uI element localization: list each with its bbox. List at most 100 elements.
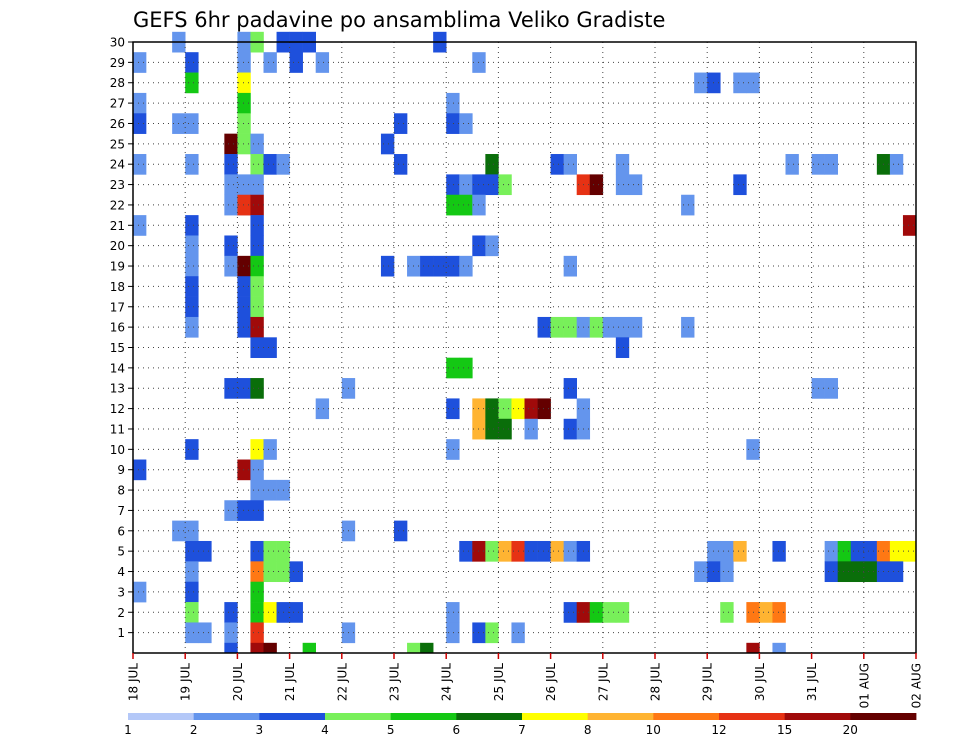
heatmap-cell (785, 154, 799, 175)
heatmap-cell (394, 520, 408, 542)
heatmap-cell (446, 357, 460, 379)
heatmap-cell (237, 113, 251, 134)
heatmap-cell (263, 337, 277, 358)
heatmap-cell (237, 174, 251, 196)
heatmap-cell (263, 602, 277, 623)
heatmap-cell (563, 540, 577, 562)
heatmap-cell (185, 602, 199, 623)
heatmap-cell (602, 602, 617, 623)
heatmap-cell (681, 316, 695, 338)
heatmap-cell (446, 113, 460, 134)
heatmap-cell (589, 316, 604, 338)
heatmap-cell (250, 581, 264, 603)
heatmap-cell (772, 540, 786, 562)
heatmap-cell (250, 255, 264, 277)
heatmap-cell (185, 561, 199, 583)
heatmap-cell (250, 561, 264, 583)
heatmap-cell (250, 235, 264, 257)
heatmap-cell (394, 113, 408, 134)
heatmap-cell (407, 642, 421, 654)
heatmap-cell (446, 194, 460, 216)
heatmap-cell (459, 194, 473, 216)
heatmap-cell (694, 561, 708, 583)
heatmap-cell (563, 316, 577, 338)
heatmap-cell (133, 113, 147, 134)
x-tick-label: 24 JUL (440, 663, 454, 701)
heatmap-cell (524, 398, 538, 420)
heatmap-cell (133, 52, 147, 73)
legend-swatch (587, 713, 654, 720)
heatmap-cell (459, 113, 473, 134)
heatmap-cell (733, 72, 747, 94)
heatmap-cell (889, 561, 904, 583)
heatmap-cell (250, 602, 264, 623)
heatmap-cell (537, 316, 551, 338)
legend-label: 5 (387, 723, 395, 737)
heatmap-cell (485, 540, 499, 562)
legend-label: 15 (777, 723, 792, 737)
heatmap-cell (185, 215, 199, 236)
legend-label: 3 (255, 723, 263, 737)
heatmap-cell (628, 174, 643, 196)
heatmap-cell (250, 316, 264, 338)
y-tick-label: 20 (110, 239, 125, 253)
legend-swatch (850, 713, 917, 720)
heatmap-cell (185, 622, 199, 644)
y-tick-label: 4 (117, 565, 125, 579)
heatmap-cell (237, 52, 251, 73)
heatmap-cell (602, 316, 617, 338)
heatmap-cell (720, 540, 734, 562)
legend-swatch (522, 713, 589, 720)
legend-label: 4 (321, 723, 329, 737)
heatmap-cell (224, 194, 238, 216)
y-tick-label: 25 (110, 137, 125, 151)
heatmap-cell (185, 520, 199, 542)
heatmap-cell (263, 439, 277, 460)
y-tick-label: 28 (110, 76, 125, 90)
heatmap-cell (185, 235, 199, 257)
legend-label: 8 (584, 723, 592, 737)
heatmap-cell (133, 459, 147, 481)
x-tick-label: 25 JUL (492, 663, 506, 701)
y-tick-label: 19 (110, 260, 125, 274)
x-tick-label: 31 JUL (805, 663, 819, 701)
y-tick-label: 3 (117, 585, 125, 599)
heatmap-cell (485, 154, 499, 175)
heatmap-cell (250, 642, 264, 654)
heatmap-cell (224, 500, 238, 521)
heatmap-cell (237, 316, 251, 338)
legend-swatch (784, 713, 851, 720)
heatmap-cell (902, 540, 917, 562)
heatmap-cell (250, 439, 264, 460)
heatmap-cell (772, 602, 786, 623)
heatmap-cell (485, 174, 499, 196)
heatmap-cell (250, 459, 264, 481)
heatmap-cell (563, 378, 577, 399)
y-tick-label: 24 (110, 158, 125, 172)
legend-label: 20 (843, 723, 858, 737)
heatmap-cell (394, 154, 408, 175)
legend-swatch (259, 713, 326, 720)
heatmap-cell (224, 602, 238, 623)
y-tick-label: 13 (110, 382, 125, 396)
heatmap-cell (185, 113, 199, 134)
x-tick-label: 01 AUG (857, 663, 871, 708)
x-tick-label: 26 JUL (544, 663, 558, 701)
x-tick-label: 22 JUL (335, 663, 349, 701)
heatmap-cell (446, 398, 460, 420)
heatmap-cell (563, 255, 577, 277)
heatmap-cell (185, 439, 199, 460)
heatmap-cell (289, 602, 303, 623)
heatmap-cell (224, 378, 238, 399)
heatmap-cells (133, 31, 917, 654)
color-legend: 1 2 3 4 5 6 7 8 10 12 15 20 (124, 713, 917, 737)
heatmap-cell (459, 174, 473, 196)
heatmap-cell (889, 154, 904, 175)
heatmap-cell (250, 296, 264, 318)
heatmap-cell (250, 154, 264, 175)
heatmap-cell (733, 174, 747, 196)
x-tick-label: 28 JUL (649, 663, 663, 701)
y-tick-label: 22 (110, 198, 125, 212)
y-tick-label: 12 (110, 402, 125, 416)
heatmap-cell (133, 154, 147, 175)
